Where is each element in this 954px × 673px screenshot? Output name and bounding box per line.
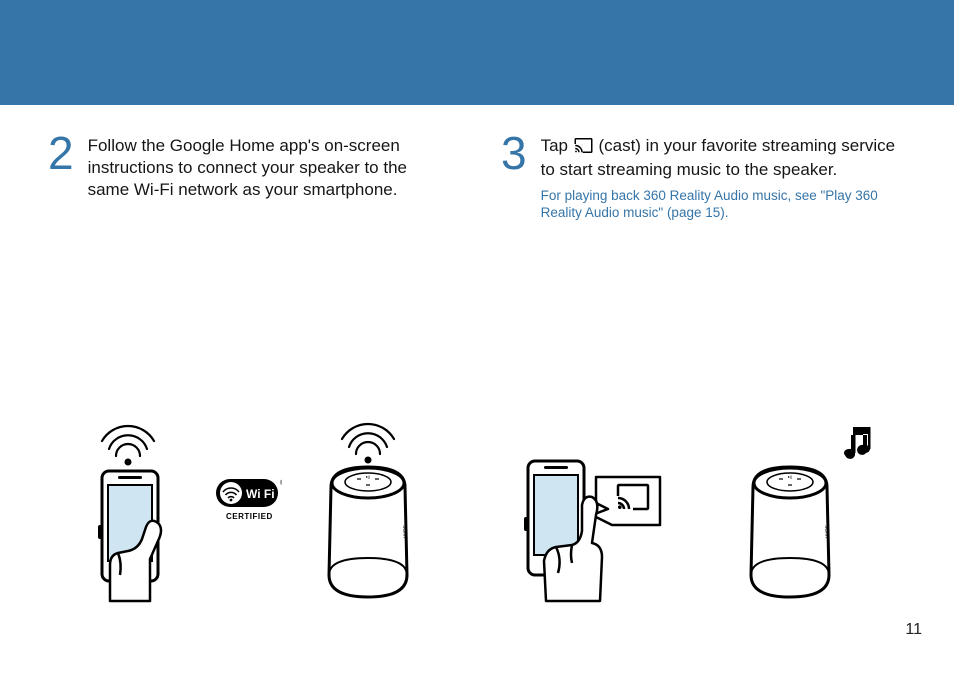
step-number: 2: [48, 133, 74, 174]
svg-text:®: ®: [280, 479, 282, 487]
svg-text:Wi Fi: Wi Fi: [246, 487, 275, 501]
music-note-icon: [844, 427, 871, 459]
svg-text:▸||: ▸||: [366, 474, 370, 479]
cast-icon: [574, 137, 593, 159]
column-step-2: 2 Follow the Google Home app's on-screen…: [48, 133, 453, 222]
wifi-icon: [102, 426, 154, 464]
wifi-icon: [342, 424, 394, 462]
step-number: 3: [501, 133, 527, 174]
step-text-after: (cast) in your favorite streaming servic…: [541, 136, 896, 179]
page-number: 11: [905, 621, 922, 639]
content-area: 2 Follow the Google Home app's on-screen…: [0, 105, 954, 222]
svg-text:SONY: SONY: [401, 525, 408, 540]
step-2: 2 Follow the Google Home app's on-screen…: [48, 133, 453, 200]
step-3: 3 Tap (cast) in your favorite streaming …: [501, 133, 906, 222]
step-text-before: Tap: [541, 136, 573, 155]
svg-text:SONY: SONY: [823, 525, 830, 540]
illustration-step-3: ▸|| SONY: [500, 395, 900, 605]
illustration-step-2: Wi Fi ® CERTIFIED ▸|| SONY: [48, 395, 448, 605]
cast-callout: [592, 477, 660, 525]
svg-text:▸||: ▸||: [788, 474, 792, 479]
step-text: Tap (cast) in your favorite streaming se…: [541, 133, 906, 181]
speaker-icon: ▸|| SONY: [751, 467, 830, 597]
speaker-playing: ▸|| SONY: [700, 395, 900, 605]
speaker-icon: ▸|| SONY: [329, 467, 408, 597]
step-text: Follow the Google Home app's on-screen i…: [88, 133, 453, 200]
column-step-3: 3 Tap (cast) in your favorite streaming …: [501, 133, 906, 222]
phone-with-hand: [48, 395, 208, 605]
phone-tap-cast: [500, 395, 700, 605]
wifi-certified-badge: Wi Fi ® CERTIFIED: [208, 395, 288, 605]
svg-text:CERTIFIED: CERTIFIED: [226, 512, 273, 521]
step-note: For playing back 360 Reality Audio music…: [541, 187, 906, 222]
header-bar: [0, 0, 954, 105]
speaker-with-wifi: ▸|| SONY: [288, 395, 448, 605]
